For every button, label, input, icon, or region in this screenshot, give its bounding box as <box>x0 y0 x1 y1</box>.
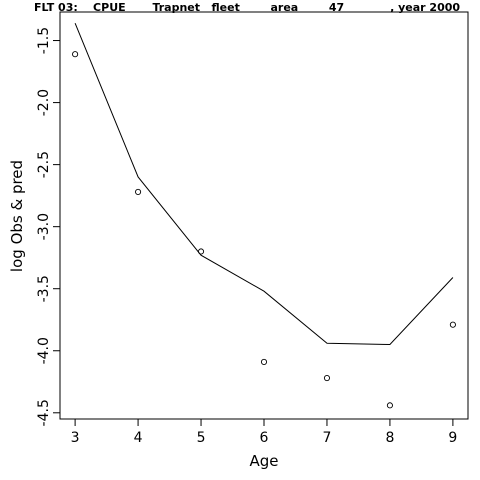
x-tick-label: 9 <box>448 430 457 446</box>
plot-area <box>72 23 456 409</box>
x-tick-label: 5 <box>197 430 206 446</box>
observed-point <box>260 358 268 365</box>
x-axis-label: Age <box>249 452 278 470</box>
x-tick-label: 7 <box>323 430 332 446</box>
chart-title: FLT 03: CPUE Trapnet fleet area 47 , yea… <box>34 1 460 14</box>
observed-point <box>323 375 331 382</box>
y-tick-label: -3.5 <box>36 275 52 302</box>
y-tick-label: -4.0 <box>36 337 52 364</box>
observed-point <box>72 51 79 58</box>
y-tick-label: -2.0 <box>36 89 52 116</box>
y-tick-label: -3.0 <box>36 213 52 240</box>
y-axis-label: log Obs & pred <box>8 160 26 272</box>
y-tick-label: -1.5 <box>36 27 52 54</box>
observed-point <box>135 188 142 195</box>
y-tick-label: -4.5 <box>36 399 52 426</box>
x-tick-label: 8 <box>385 430 394 446</box>
x-axis: 3 4 5 6 7 8 9 <box>71 419 457 446</box>
y-axis: -1.5 -2.0 -2.5 -3.0 -3.5 -4.0 -4.5 <box>36 27 60 426</box>
observed-point <box>449 321 456 328</box>
plot-frame <box>59 11 469 420</box>
x-tick-label: 4 <box>134 430 143 446</box>
x-tick-label: 6 <box>260 430 269 446</box>
y-tick-label: -2.5 <box>36 151 52 178</box>
x-tick-label: 3 <box>71 430 80 446</box>
predicted-line <box>74 23 454 346</box>
observed-point <box>386 402 393 409</box>
